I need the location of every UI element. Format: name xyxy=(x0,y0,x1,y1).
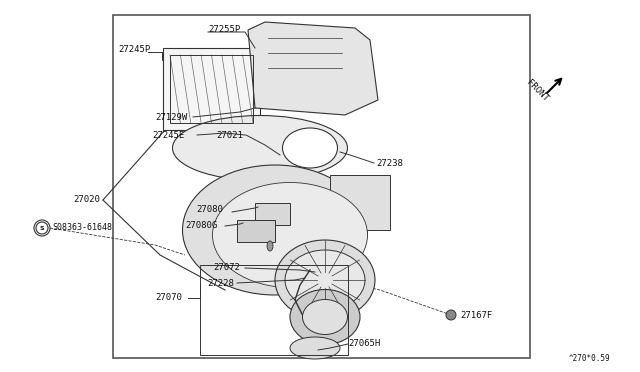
Bar xyxy=(330,175,390,230)
Text: S: S xyxy=(40,225,44,231)
Text: FRONT: FRONT xyxy=(524,78,550,103)
Ellipse shape xyxy=(173,115,348,180)
Bar xyxy=(170,55,253,123)
Ellipse shape xyxy=(285,250,365,310)
Polygon shape xyxy=(248,22,378,115)
Text: 27020: 27020 xyxy=(73,196,100,205)
Circle shape xyxy=(36,222,48,234)
Text: 27072: 27072 xyxy=(213,263,240,273)
Text: ^270*0.59: ^270*0.59 xyxy=(568,354,610,363)
Text: 27245P: 27245P xyxy=(118,45,150,55)
Text: 27228: 27228 xyxy=(207,279,234,288)
Circle shape xyxy=(446,310,456,320)
Bar xyxy=(255,203,290,225)
Ellipse shape xyxy=(275,240,375,320)
Ellipse shape xyxy=(182,165,367,295)
Text: 27080G: 27080G xyxy=(185,221,217,230)
Text: 27021: 27021 xyxy=(216,131,243,140)
Bar xyxy=(113,15,530,358)
Ellipse shape xyxy=(212,183,367,288)
Bar xyxy=(163,48,260,130)
Text: 27129W: 27129W xyxy=(155,112,188,122)
Ellipse shape xyxy=(282,128,337,168)
Text: 27080: 27080 xyxy=(196,205,223,215)
Text: 27065H: 27065H xyxy=(348,340,380,349)
Ellipse shape xyxy=(290,289,360,344)
Bar xyxy=(200,265,348,355)
Text: 27255P: 27255P xyxy=(208,26,240,35)
Bar xyxy=(237,220,275,242)
Text: S08363-61648: S08363-61648 xyxy=(52,224,112,232)
Text: 27245E: 27245E xyxy=(152,131,184,140)
Ellipse shape xyxy=(303,299,348,334)
Ellipse shape xyxy=(267,241,273,251)
Ellipse shape xyxy=(290,337,340,359)
Text: 27167F: 27167F xyxy=(460,311,492,320)
Text: 27238: 27238 xyxy=(376,158,403,167)
Text: 27070: 27070 xyxy=(155,294,182,302)
